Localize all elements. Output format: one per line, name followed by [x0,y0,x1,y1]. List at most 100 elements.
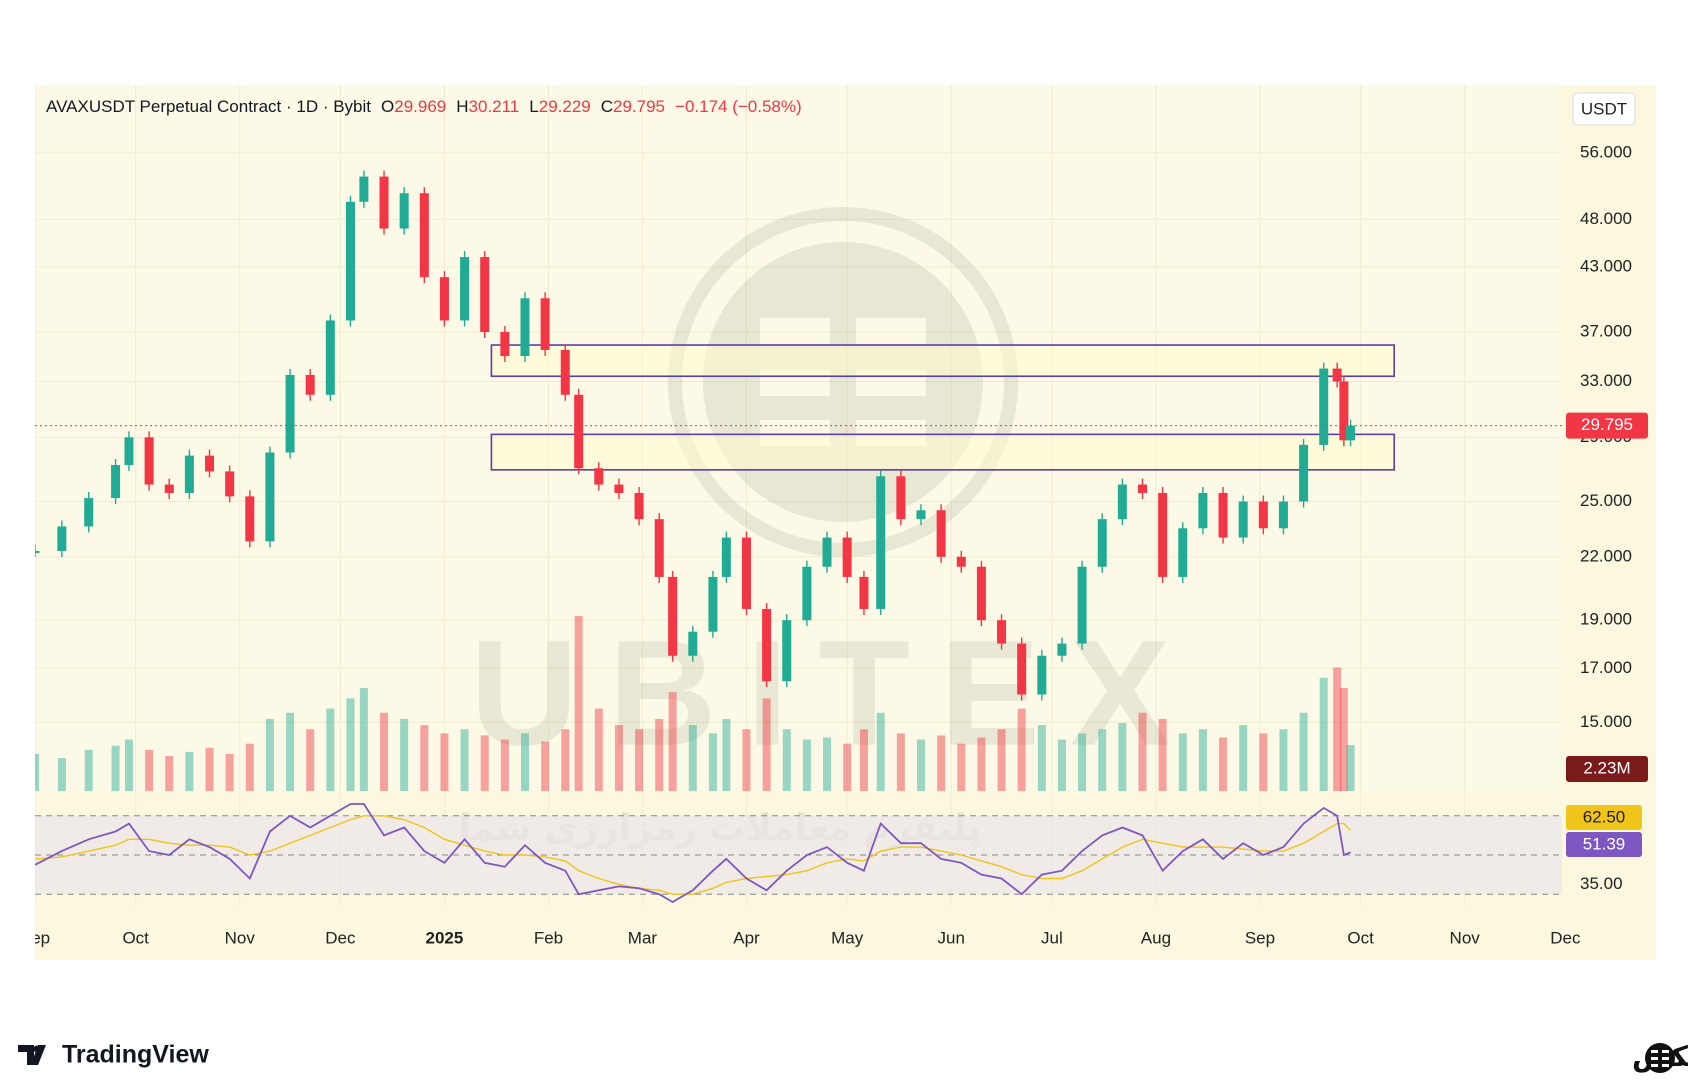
volume-bar [520,733,529,791]
candle-body [594,468,604,485]
volume-bar [124,739,133,791]
candle-body [111,465,121,499]
currency: USDT [1581,99,1627,118]
volume-bar [1333,667,1342,791]
volume-bar [420,725,429,791]
volume-bar [1078,733,1087,791]
x-tick-label: Sep [1245,928,1275,947]
volume-label: 2.23M [1583,758,1630,777]
x-tick-label: Apr [733,928,760,947]
currency-badge[interactable] [1572,92,1636,126]
volume-bar [165,756,174,791]
rsi-label: 51.39 [1583,834,1626,853]
volume-bar [286,712,295,791]
rsi-ma-line [35,815,1352,895]
x-tick-label: Oct [1347,928,1374,947]
candle-body [164,484,174,493]
candle-body [802,566,812,621]
symbol-info: AVAXUSDT Perpetual Contract · 1D · Bybit [46,97,371,116]
y-tick-label: 33.000 [1580,371,1632,390]
volume-bar [185,751,194,791]
volume-bar [843,743,852,791]
ohlc-label: C [601,97,613,116]
volume-bar [782,729,791,791]
candle-body [688,631,698,656]
candle-body [976,566,986,621]
candle-body [359,176,369,202]
x-tick-label: Jun [937,928,964,947]
volume-bar [1158,718,1167,791]
volume-bar [265,718,274,791]
candle-body [668,576,678,656]
ubitex-logo [1645,1043,1675,1073]
volume-badge [1566,756,1648,782]
candle-body [1218,492,1228,538]
volume-bar [997,729,1006,791]
candle-body [265,452,275,542]
candle-body [936,510,946,557]
volume-bar [111,745,120,791]
candle-body [1077,566,1087,644]
candle-body [1158,492,1168,577]
candle-body [956,556,966,567]
volume-bar [802,739,811,791]
x-tick-label: Mar [628,928,658,947]
volume-bar [1259,733,1268,791]
y-tick-label: 19.000 [1580,610,1632,629]
candle-body [634,492,644,520]
last-price-badge [1566,412,1648,439]
volume-bar [614,725,623,791]
volume-bar [480,735,489,791]
candle-body [245,496,255,542]
volume-bar [937,735,946,791]
volume-bar [1346,745,1355,791]
y-tick-label: 37.000 [1580,321,1632,340]
candle-body [997,620,1007,644]
candle-body [1097,519,1107,567]
rsi-line [35,803,1351,904]
candle-body [1258,501,1268,529]
y-tick-label: 17.000 [1580,658,1632,677]
candle-body [1278,501,1288,529]
candle-body [1178,528,1188,577]
candle-body [708,576,718,632]
volume-bar [225,753,234,791]
volume-bar [708,733,717,791]
volume-bar [460,729,469,791]
candle-body [124,437,134,466]
ohlc-label: L [529,97,538,116]
y-tick-label: 22.000 [1580,546,1632,565]
y-tick-label: 25.000 [1580,491,1632,510]
tradingview-brand: TradingView [62,1041,209,1069]
volume-bar [859,729,868,791]
x-tick-label: Feb [534,928,563,947]
ohlc-value: 29.795 [613,97,665,116]
volume-bar [957,743,966,791]
candle-body [35,550,40,553]
volume-bar [84,749,93,791]
x-tick-label: Aug [1141,928,1171,947]
volume-bar [977,737,986,791]
candle-body [859,576,869,609]
candle-body [1137,484,1147,493]
volume-bar [1098,729,1107,791]
x-tick-label: Oct [122,928,149,947]
candle-body [842,537,852,577]
volume-bar [205,747,214,791]
candle-body [500,331,510,357]
candle-body [419,193,429,278]
volume-bar [561,729,570,791]
candle-body [1332,368,1342,382]
candle-body [1299,444,1309,502]
candle-body [144,437,154,485]
candle-body [1057,643,1067,656]
volume-bar [1299,712,1308,791]
volume-bar [346,698,355,791]
volume-bar [722,718,731,791]
candle-body [1037,655,1047,695]
candle-body [822,537,832,567]
candle-body [345,201,355,321]
volume-bar [742,729,751,791]
zone-box [490,344,1395,378]
volume-bar [1178,733,1187,791]
